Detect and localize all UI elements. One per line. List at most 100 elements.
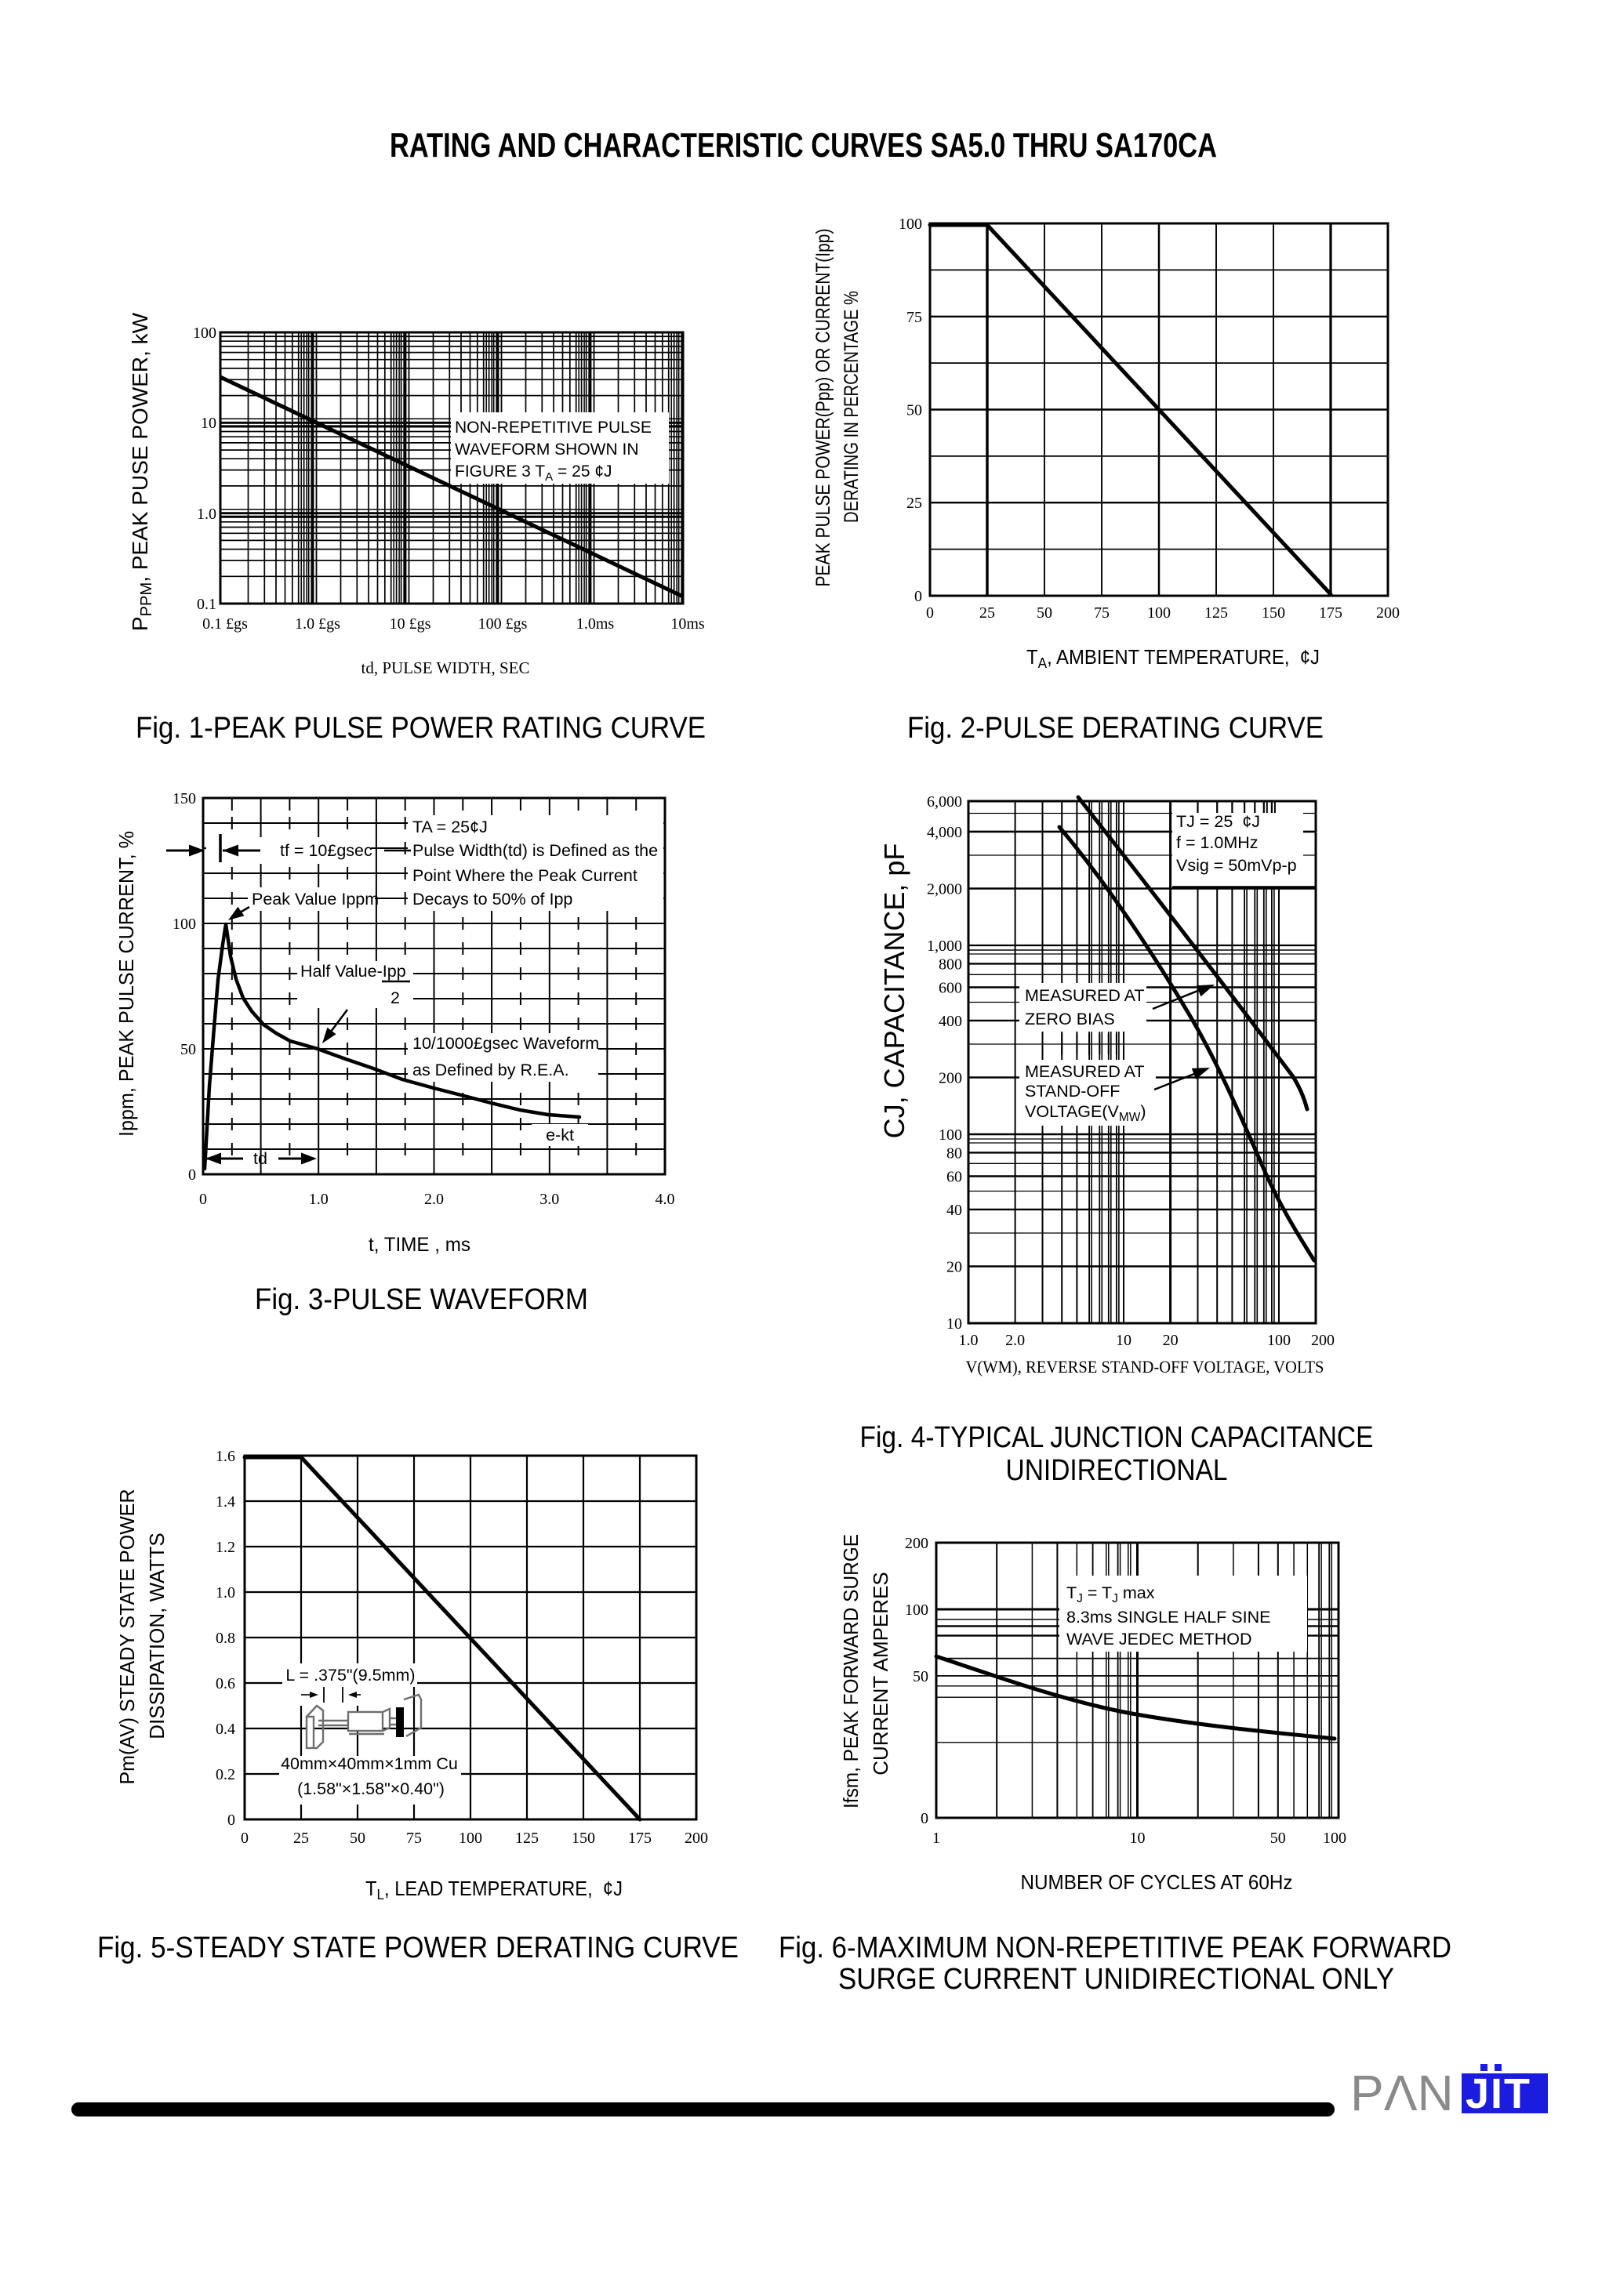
- svg-text:200: 200: [685, 1830, 708, 1847]
- svg-text:0: 0: [914, 588, 922, 605]
- svg-text:4.0: 4.0: [656, 1191, 675, 1208]
- svg-text:0.6: 0.6: [216, 1675, 235, 1692]
- svg-text:100: 100: [459, 1830, 482, 1847]
- svg-text:0: 0: [241, 1830, 249, 1847]
- svg-text:Peak Value Ippm: Peak Value Ippm: [252, 890, 379, 909]
- svg-text:0.1 £gs: 0.1 £gs: [202, 615, 248, 633]
- svg-text:PPPM​, PEAK PUSE POWER, kW: PPPM​, PEAK PUSE POWER, kW: [128, 312, 155, 631]
- svg-text:ZERO BIAS: ZERO BIAS: [1025, 1010, 1115, 1028]
- svg-text:175: 175: [628, 1830, 652, 1847]
- svg-text:e-kt: e-kt: [546, 1126, 574, 1144]
- svg-text:Ippm, PEAK PULSE CURRENT, %: Ippm, PEAK PULSE CURRENT, %: [114, 831, 138, 1137]
- svg-text:100: 100: [1147, 604, 1171, 622]
- svg-text:V(WM), REVERSE STAND-OFF VOLTA: V(WM), REVERSE STAND-OFF VOLTAGE, VOLTS: [966, 1357, 1324, 1377]
- svg-text:SURGE CURRENT UNIDIRECTIONAL O: SURGE CURRENT UNIDIRECTIONAL ONLY: [838, 1963, 1394, 1996]
- svg-text:TA​, AMBIENT TEMPERATURE, ¢J: TA​, AMBIENT TEMPERATURE, ¢J: [1026, 645, 1320, 671]
- svg-text:2,000: 2,000: [927, 881, 962, 898]
- svg-text:100: 100: [899, 216, 922, 233]
- svg-text:4,000: 4,000: [927, 824, 962, 841]
- svg-text:RATING AND CHARACTERISTIC CURV: RATING AND CHARACTERISTIC CURVES SA5.0 T…: [390, 126, 1217, 165]
- svg-text:100: 100: [939, 1126, 962, 1144]
- svg-text:100: 100: [905, 1601, 928, 1619]
- svg-text:1.2: 1.2: [216, 1539, 235, 1556]
- svg-text:CJ, CAPACITANCE, pF: CJ, CAPACITANCE, pF: [878, 843, 910, 1139]
- svg-text:40mm×40mm×1mm Cu: 40mm×40mm×1mm Cu: [281, 1754, 458, 1773]
- svg-text:75: 75: [1094, 604, 1110, 622]
- svg-text:Fig. 4-TYPICAL JUNCTION CAPACI: Fig. 4-TYPICAL JUNCTION CAPACITANCE: [860, 1421, 1374, 1454]
- svg-text:75: 75: [906, 309, 922, 326]
- svg-text:10 £gs: 10 £gs: [390, 615, 431, 633]
- svg-text:0: 0: [199, 1191, 207, 1208]
- svg-text:10: 10: [1130, 1830, 1146, 1847]
- svg-text:1.0: 1.0: [216, 1584, 235, 1601]
- svg-text:100: 100: [173, 916, 196, 933]
- svg-text:3.0: 3.0: [539, 1191, 559, 1208]
- svg-text:PΛN: PΛN: [1350, 2065, 1454, 2121]
- svg-text:1.4: 1.4: [216, 1493, 235, 1511]
- svg-text:VOLTAGE(VMW​): VOLTAGE(VMW​): [1025, 1102, 1146, 1124]
- svg-text:(1.58"×1.58"×0.40"): (1.58"×1.58"×0.40"): [297, 1779, 445, 1798]
- svg-text:2: 2: [390, 988, 400, 1007]
- svg-text:0.2: 0.2: [216, 1766, 235, 1783]
- svg-text:20: 20: [1163, 1332, 1179, 1349]
- svg-text:100: 100: [193, 325, 216, 342]
- svg-text:25: 25: [906, 495, 922, 512]
- svg-text:10: 10: [946, 1315, 962, 1333]
- svg-text:150: 150: [1262, 604, 1285, 622]
- svg-text:40: 40: [946, 1202, 962, 1219]
- svg-text:2.0: 2.0: [1005, 1332, 1025, 1349]
- svg-text:MEASURED AT: MEASURED AT: [1025, 1062, 1145, 1081]
- svg-text:0: 0: [926, 604, 934, 622]
- svg-text:0: 0: [227, 1812, 235, 1829]
- svg-text:Half Value-Ipp: Half Value-Ipp: [300, 962, 406, 981]
- svg-text:CURRENT AMPERES: CURRENT AMPERES: [869, 1572, 892, 1776]
- svg-text:NUMBER OF CYCLES AT 60Hz: NUMBER OF CYCLES AT 60Hz: [1021, 1870, 1293, 1894]
- svg-text:200: 200: [1376, 604, 1400, 622]
- svg-text:50: 50: [350, 1830, 365, 1847]
- svg-text:td: td: [253, 1149, 267, 1168]
- svg-text:175: 175: [1319, 604, 1342, 622]
- svg-text:125: 125: [1204, 604, 1228, 622]
- svg-text:Pulse Width(td) is Defined as: Pulse Width(td) is Defined as the: [412, 841, 658, 860]
- svg-text:150: 150: [572, 1830, 595, 1847]
- svg-text:80: 80: [946, 1144, 962, 1162]
- svg-text:Fig. 3-PULSE WAVEFORM: Fig. 3-PULSE WAVEFORM: [255, 1283, 588, 1316]
- svg-text:JIT: JIT: [1466, 2070, 1531, 2117]
- svg-text:100: 100: [1323, 1830, 1346, 1847]
- svg-text:as Defined by R.E.A.: as Defined by R.E.A.: [412, 1061, 569, 1079]
- svg-text:60: 60: [946, 1169, 962, 1186]
- svg-text:400: 400: [939, 1013, 962, 1030]
- svg-text:Pm(AV) STEADY STATE POWER: Pm(AV) STEADY STATE POWER: [115, 1489, 139, 1785]
- svg-text:TL​, LEAD TEMPERATURE, ¢J: TL​, LEAD TEMPERATURE, ¢J: [365, 1877, 623, 1902]
- svg-text:200: 200: [939, 1070, 962, 1087]
- svg-text:1.0: 1.0: [959, 1332, 979, 1349]
- svg-text:FIGURE 3 TA​ = 25 ¢J: FIGURE 3 TA​ = 25 ¢J: [455, 462, 612, 484]
- svg-text:800: 800: [939, 956, 962, 973]
- svg-text:100 £gs: 100 £gs: [478, 615, 528, 633]
- svg-text:8.3ms SINGLE HALF SINE: 8.3ms SINGLE HALF SINE: [1066, 1608, 1270, 1627]
- svg-text:10ms: 10ms: [670, 615, 705, 633]
- svg-text:10: 10: [201, 415, 216, 432]
- svg-text:TJ​ = TJ​ max: TJ​ = TJ​ max: [1066, 1583, 1155, 1605]
- svg-text:1.0: 1.0: [197, 506, 216, 523]
- svg-text:Fig. 6-MAXIMUM NON-REPETITIVE: Fig. 6-MAXIMUM NON-REPETITIVE PEAK FORWA…: [779, 1931, 1451, 1964]
- svg-text:f = 1.0MHz: f = 1.0MHz: [1176, 833, 1259, 852]
- svg-text:50: 50: [180, 1041, 196, 1058]
- svg-text:1.0: 1.0: [309, 1191, 329, 1208]
- svg-text:TA = 25¢J: TA = 25¢J: [412, 818, 488, 836]
- svg-text:0.8: 0.8: [216, 1630, 235, 1647]
- svg-text:1.0ms: 1.0ms: [576, 615, 615, 633]
- svg-text:1,000: 1,000: [927, 938, 962, 955]
- svg-text:25: 25: [293, 1830, 309, 1847]
- svg-text:0: 0: [188, 1166, 196, 1184]
- svg-text:WAVEFORM SHOWN IN: WAVEFORM SHOWN IN: [455, 441, 639, 459]
- svg-text:Fig. 1-PEAK PULSE POWER RATING: Fig. 1-PEAK PULSE POWER RATING CURVE: [136, 712, 706, 745]
- svg-text:DERATING IN PERCENTAGE %: DERATING IN PERCENTAGE %: [841, 291, 863, 523]
- svg-text:75: 75: [406, 1830, 422, 1847]
- svg-text:200: 200: [1311, 1332, 1335, 1349]
- svg-text:10: 10: [1116, 1332, 1131, 1349]
- svg-text:L = .375"(9.5mm): L = .375"(9.5mm): [285, 1666, 415, 1685]
- svg-text:t, TIME , ms: t, TIME , ms: [369, 1234, 470, 1256]
- svg-text:0: 0: [921, 1810, 928, 1827]
- svg-text:25: 25: [979, 604, 995, 622]
